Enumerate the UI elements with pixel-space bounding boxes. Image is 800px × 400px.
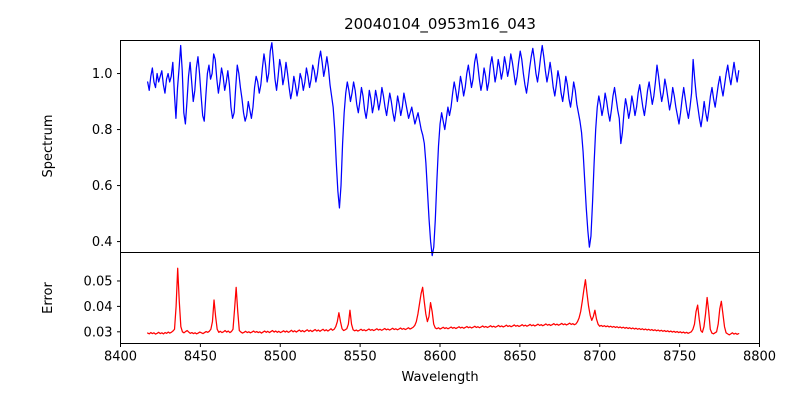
x-tick-label: 8500	[264, 350, 297, 365]
spectrum-axis-label: Spectrum	[41, 115, 56, 178]
spectrum-y-ticks: 0.4 0.6 0.8 1.0	[92, 67, 121, 250]
x-tick-label: 8450	[184, 350, 217, 365]
error-line	[147, 267, 740, 336]
error-tick-label: 0.05	[84, 274, 113, 289]
spectrum-tick-label: 1.0	[92, 67, 113, 82]
error-y-ticks: 0.03 0.04 0.05	[84, 274, 121, 340]
spectrum-tick-label: 0.4	[92, 235, 113, 250]
error-panel: 0.03 0.04 0.05 Error	[41, 252, 760, 344]
error-axis-label: Error	[41, 282, 56, 314]
x-tick-label: 8550	[344, 350, 377, 365]
x-ticks: 8400 8450 8500 8550 8600 8650 8700 8750 8800	[104, 343, 776, 365]
spectrum-tick-label: 0.8	[92, 123, 113, 138]
page-title: 20040104_0953m16_043	[344, 15, 536, 34]
x-tick-label: 8750	[663, 350, 696, 365]
x-tick-label: 8600	[423, 350, 456, 365]
x-axis-label: Wavelength	[401, 370, 478, 385]
error-tick-label: 0.04	[84, 300, 113, 315]
error-tick-label: 0.03	[84, 325, 113, 340]
spectrum-line	[147, 42, 740, 257]
x-tick-label: 8650	[503, 350, 536, 365]
x-tick-label: 8800	[743, 350, 776, 365]
spectrum-tick-label: 0.6	[92, 179, 113, 194]
error-panel-frame	[120, 252, 760, 344]
x-tick-label: 8700	[583, 350, 616, 365]
x-axis: 8400 8450 8500 8550 8600 8650 8700 8750 8800 Wav…	[104, 343, 776, 385]
spectrum-panel: 0.4 0.6 0.8 1.0 Spectrum	[41, 40, 760, 257]
x-tick-label: 8400	[104, 350, 137, 365]
